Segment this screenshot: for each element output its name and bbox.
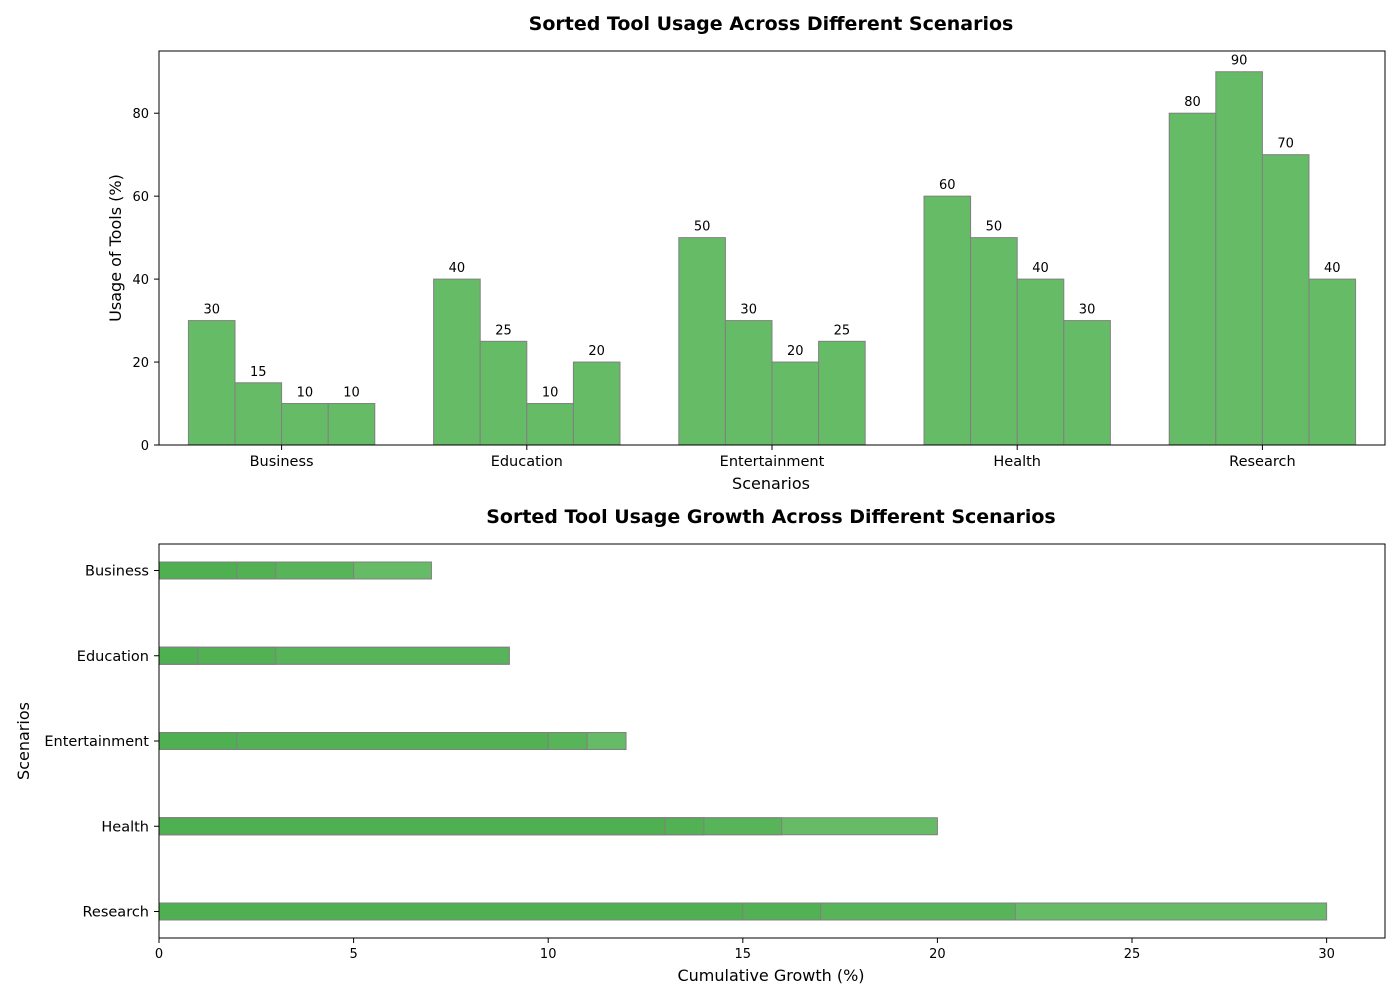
x-tick-label-15: 15 xyxy=(735,947,752,962)
chart2-y-axis-label: Scenarios xyxy=(14,702,33,780)
data-label-education-2: 25 xyxy=(495,323,512,338)
bar-health-3 xyxy=(1016,278,1065,446)
bar-health-1 xyxy=(923,195,972,446)
y-tick-label-business: Business xyxy=(85,564,149,580)
x-tick-label-5: 5 xyxy=(349,947,357,962)
x-tick-label-business: Business xyxy=(250,454,314,470)
data-label-business-2: 15 xyxy=(250,365,267,380)
bar-health-4 xyxy=(1063,320,1111,446)
chart1-y-ticks: 0 20 40 60 80 xyxy=(132,107,159,454)
data-label-research-3: 70 xyxy=(1277,137,1294,152)
data-label-health-2: 50 xyxy=(986,220,1003,235)
x-tick-label-10: 10 xyxy=(540,947,557,962)
chart2-x-axis-label: Cumulative Growth (%) xyxy=(677,966,864,985)
bar-health-2 xyxy=(970,237,1018,446)
usage-bar-chart: Sorted Tool Usage Across Different Scena… xyxy=(106,13,1386,493)
chart2-title: Sorted Tool Usage Growth Across Differen… xyxy=(486,506,1056,528)
data-label-education-1: 40 xyxy=(449,261,466,276)
y-tick-label-80: 80 xyxy=(132,107,149,122)
data-label-health-3: 40 xyxy=(1032,261,1049,276)
chart1-data-labels: 30 15 10 10 40 25 10 20 50 30 20 25 60 50 40 30 80 90 70 40 xyxy=(203,54,1340,401)
bar-entertainment-4 xyxy=(818,340,866,446)
bar-education-3 xyxy=(526,403,574,446)
data-label-entertainment-3: 20 xyxy=(787,344,804,359)
data-label-health-1: 60 xyxy=(939,178,956,193)
bar-business-3 xyxy=(281,403,329,446)
data-label-health-4: 30 xyxy=(1079,303,1096,318)
growth-bar-entertainment-4 xyxy=(158,732,238,750)
chart1-y-axis-label: Usage of Tools (%) xyxy=(106,174,125,322)
x-tick-label-research: Research xyxy=(1229,454,1296,470)
x-tick-label-entertainment: Entertainment xyxy=(720,454,825,470)
x-tick-label-0: 0 xyxy=(155,947,163,962)
growth-bar-research-4 xyxy=(158,902,744,921)
bar-research-1 xyxy=(1168,112,1217,446)
chart2-y-ticks: Business Education Entertainment Health Rese… xyxy=(44,564,159,921)
data-label-entertainment-2: 30 xyxy=(740,303,757,318)
x-tick-label-25: 25 xyxy=(1124,947,1141,962)
y-tick-label-40: 40 xyxy=(132,273,149,288)
y-tick-label-60: 60 xyxy=(132,190,149,205)
y-tick-label-0: 0 xyxy=(141,439,149,454)
data-label-business-1: 30 xyxy=(203,303,220,318)
data-label-entertainment-4: 25 xyxy=(834,323,851,338)
chart1-x-axis-label: Scenarios xyxy=(732,474,810,493)
growth-bar-health-4 xyxy=(158,817,666,836)
data-label-research-1: 80 xyxy=(1184,95,1201,110)
data-label-education-4: 20 xyxy=(588,344,605,359)
bar-entertainment-3 xyxy=(771,361,820,446)
chart2-x-ticks: 0 5 10 15 20 25 30 xyxy=(155,938,1335,962)
chart2-bars xyxy=(158,561,1328,921)
bar-education-1 xyxy=(433,278,481,446)
data-label-education-3: 10 xyxy=(542,386,559,401)
bar-education-4 xyxy=(572,361,621,446)
y-tick-label-health: Health xyxy=(101,819,149,835)
chart1-bars xyxy=(187,71,1357,446)
x-tick-label-education: Education xyxy=(491,454,563,470)
growth-bar-chart: Sorted Tool Usage Growth Across Differen… xyxy=(14,506,1386,985)
chart1-x-ticks: Business Education Entertainment Health Rese… xyxy=(250,445,1296,470)
bar-business-2 xyxy=(234,382,283,446)
data-label-research-2: 90 xyxy=(1231,54,1248,69)
x-tick-label-health: Health xyxy=(993,454,1041,470)
bar-business-1 xyxy=(187,320,236,446)
bar-research-3 xyxy=(1261,154,1310,446)
growth-bar-business-4 xyxy=(158,561,238,580)
bar-entertainment-1 xyxy=(678,237,726,446)
growth-bar-education-4 xyxy=(158,646,199,665)
y-tick-label-education: Education xyxy=(77,649,149,665)
y-tick-label-entertainment: Entertainment xyxy=(44,734,149,750)
bar-research-2 xyxy=(1215,71,1263,446)
y-tick-label-research: Research xyxy=(82,905,149,921)
x-tick-label-30: 30 xyxy=(1318,947,1335,962)
data-label-research-4: 40 xyxy=(1324,261,1341,276)
bar-research-4 xyxy=(1308,278,1357,446)
bar-education-2 xyxy=(479,340,528,446)
bar-entertainment-2 xyxy=(724,320,773,446)
bar-business-4 xyxy=(327,403,376,446)
data-label-business-3: 10 xyxy=(297,386,314,401)
chart1-title: Sorted Tool Usage Across Different Scena… xyxy=(529,13,1014,35)
x-tick-label-20: 20 xyxy=(929,947,946,962)
data-label-entertainment-1: 50 xyxy=(694,220,711,235)
data-label-business-4: 10 xyxy=(343,386,360,401)
y-tick-label-20: 20 xyxy=(132,356,149,371)
